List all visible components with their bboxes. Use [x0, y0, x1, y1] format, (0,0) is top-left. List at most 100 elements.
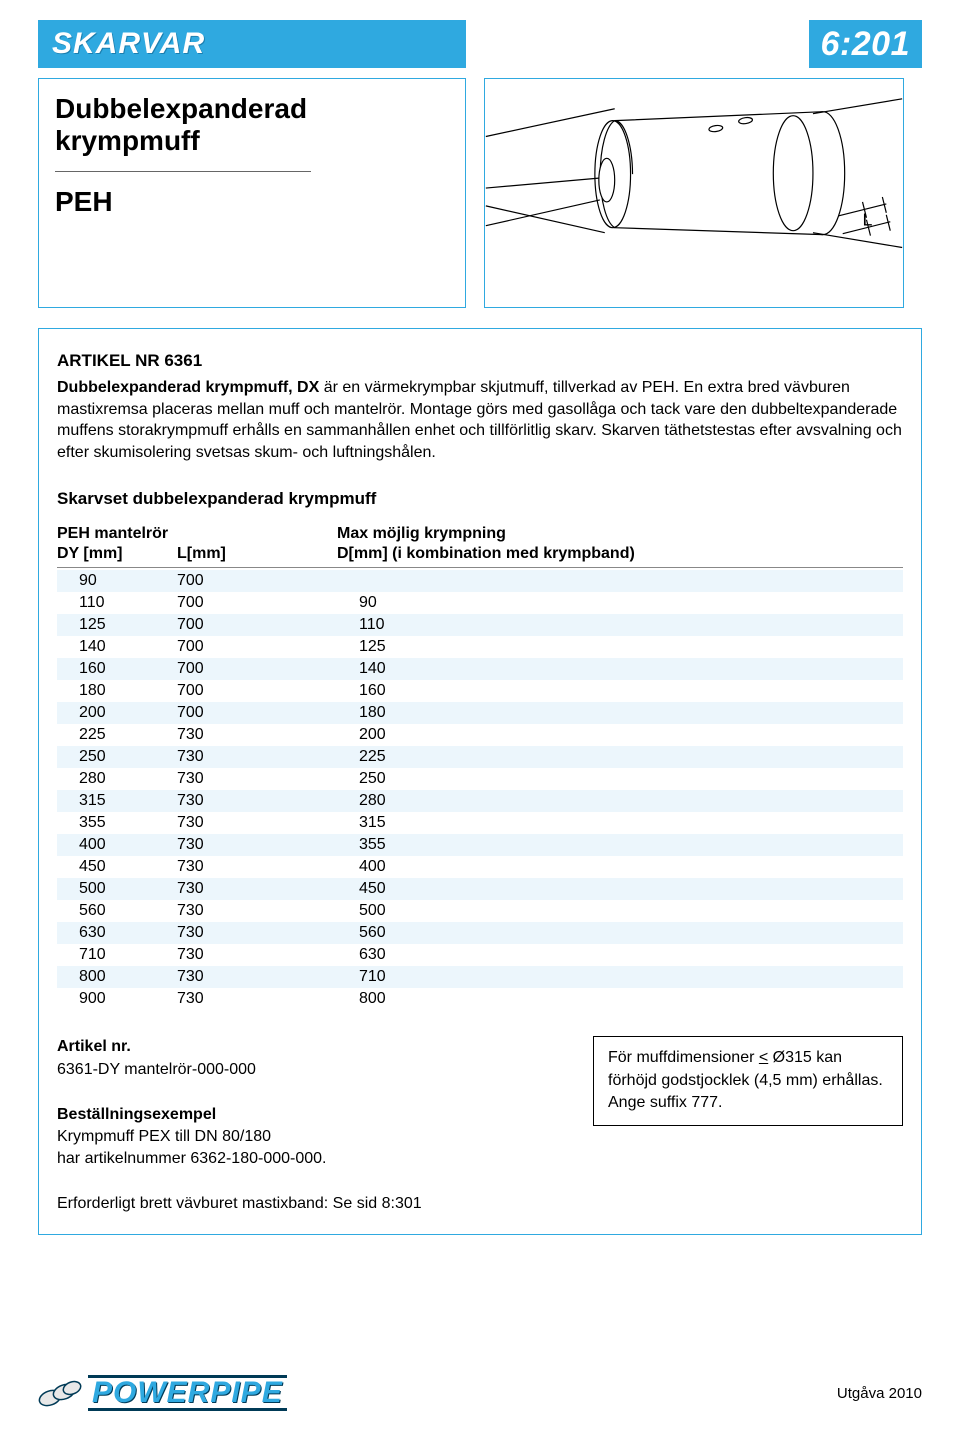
- table-row: 11070090: [57, 592, 903, 614]
- table-row: 710730630: [57, 944, 903, 966]
- cell-l: 730: [177, 836, 337, 854]
- cell-dy: 630: [57, 924, 177, 942]
- product-title: Dubbelexpanderad krympmuff: [55, 93, 449, 157]
- table-row: 500730450: [57, 878, 903, 900]
- category-title: SKARVAR: [52, 27, 205, 61]
- table-row: 125700110: [57, 614, 903, 636]
- cell-dy: 160: [57, 660, 177, 678]
- art-nr-label: Artikel nr.: [57, 1036, 563, 1058]
- table-body: 9070011070090125700110140700125160700140…: [57, 570, 903, 1010]
- article-description: Dubbelexpanderad krympmuff, DX är en vär…: [57, 377, 903, 463]
- table-header-row2: DY [mm] L[mm] D[mm] (i kombination med k…: [57, 545, 903, 568]
- cell-d: 250: [337, 770, 457, 788]
- table-row: 200700180: [57, 702, 903, 724]
- cell-dy: 710: [57, 946, 177, 964]
- pipe-icon: [38, 1376, 82, 1410]
- table-row: 315730280: [57, 790, 903, 812]
- table-row: 250730225: [57, 746, 903, 768]
- cell-l: 730: [177, 946, 337, 964]
- cell-dy: 225: [57, 726, 177, 744]
- cell-d: 630: [337, 946, 457, 964]
- cell-dy: 250: [57, 748, 177, 766]
- page-root: SKARVAR 6:201 Dubbelexpanderad krympmuff…: [0, 0, 960, 1235]
- top-row: SKARVAR 6:201: [38, 20, 922, 68]
- table-row: 160700140: [57, 658, 903, 680]
- cell-l: 730: [177, 770, 337, 788]
- set-title: Skarvset dubbelexpanderad krympmuff: [57, 489, 903, 509]
- cell-d: 710: [337, 968, 457, 986]
- cell-l: 730: [177, 990, 337, 1008]
- cell-l: 730: [177, 968, 337, 986]
- th-c1: DY [mm]: [57, 545, 177, 563]
- table-row: 180700160: [57, 680, 903, 702]
- order-line1: Krympmuff PEX till DN 80/180: [57, 1126, 563, 1148]
- cell-d: 400: [337, 858, 457, 876]
- cell-l: 730: [177, 726, 337, 744]
- cell-l: 700: [177, 638, 337, 656]
- content-box: ARTIKEL NR 6361 Dubbelexpanderad krympmu…: [38, 328, 922, 1235]
- table-row: 400730355: [57, 834, 903, 856]
- muff-illustration: L: [485, 79, 903, 307]
- th-spacer: [177, 525, 337, 543]
- cell-l: 730: [177, 748, 337, 766]
- cell-dy: 400: [57, 836, 177, 854]
- cell-l: 700: [177, 660, 337, 678]
- note-leq-symbol: <: [759, 1049, 768, 1066]
- article-number: ARTIKEL NR 6361: [57, 351, 903, 371]
- th-right-top: Max möjlig krympning: [337, 525, 903, 543]
- cell-dy: 140: [57, 638, 177, 656]
- cell-d: 160: [337, 682, 457, 700]
- th-c2: L[mm]: [177, 545, 337, 563]
- th-c3: D[mm] (i kombination med krympband): [337, 545, 903, 563]
- note-box: För muffdimensioner < Ø315 kan förhöjd g…: [593, 1036, 903, 1125]
- table-row: 90700: [57, 570, 903, 592]
- cell-dy: 800: [57, 968, 177, 986]
- cell-d: 560: [337, 924, 457, 942]
- table-row: 225730200: [57, 724, 903, 746]
- ordering-info: Artikel nr. 6361-DY mantelrör-000-000 Be…: [57, 1036, 563, 1215]
- cell-d: 450: [337, 880, 457, 898]
- brand-name: POWERPIPE: [88, 1375, 287, 1411]
- cell-l: 700: [177, 682, 337, 700]
- table-row: 800730710: [57, 966, 903, 988]
- cell-d: 355: [337, 836, 457, 854]
- cell-l: 730: [177, 858, 337, 876]
- desc-bold: Dubbelexpanderad krympmuff, DX: [57, 379, 319, 396]
- cell-l: 730: [177, 880, 337, 898]
- cell-dy: 180: [57, 682, 177, 700]
- cell-d: 125: [337, 638, 457, 656]
- cell-l: 730: [177, 792, 337, 810]
- cell-d: 500: [337, 902, 457, 920]
- cell-l: 700: [177, 594, 337, 612]
- product-material: PEH: [55, 186, 449, 218]
- brand-logo: POWERPIPE: [38, 1375, 287, 1411]
- product-title-box: Dubbelexpanderad krympmuff PEH: [38, 78, 466, 308]
- cell-d: 180: [337, 704, 457, 722]
- cell-dy: 125: [57, 616, 177, 634]
- table-row: 450730400: [57, 856, 903, 878]
- th-left-top: PEH mantelrör: [57, 525, 177, 543]
- cell-dy: 500: [57, 880, 177, 898]
- table-row: 560730500: [57, 900, 903, 922]
- cell-l: 730: [177, 924, 337, 942]
- cell-d: 280: [337, 792, 457, 810]
- bottom-info-row: Artikel nr. 6361-DY mantelrör-000-000 Be…: [57, 1036, 903, 1215]
- product-diagram: L: [484, 78, 904, 308]
- table-row: 280730250: [57, 768, 903, 790]
- art-nr-pattern: 6361-DY mantelrör-000-000: [57, 1059, 563, 1081]
- cell-d: 90: [337, 594, 457, 612]
- cell-dy: 450: [57, 858, 177, 876]
- note-text-1: För muffdimensioner: [608, 1049, 759, 1066]
- cell-d: 800: [337, 990, 457, 1008]
- cell-l: 700: [177, 572, 337, 590]
- order-example-label: Beställningsexempel: [57, 1104, 563, 1126]
- cell-d: 200: [337, 726, 457, 744]
- cell-l: 730: [177, 814, 337, 832]
- cell-dy: 900: [57, 990, 177, 1008]
- cell-dy: 560: [57, 902, 177, 920]
- cell-dy: 90: [57, 572, 177, 590]
- cell-l: 730: [177, 902, 337, 920]
- note-text-2: Ange suffix 777.: [608, 1094, 722, 1111]
- category-bar: SKARVAR: [38, 20, 466, 68]
- edition-text: Utgåva 2010: [837, 1385, 922, 1402]
